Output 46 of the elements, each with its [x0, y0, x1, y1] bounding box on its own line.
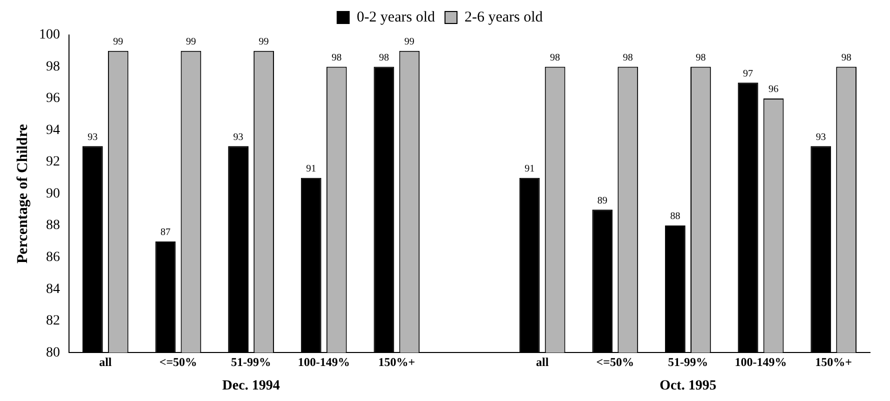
y-tick-label: 90 — [46, 186, 60, 202]
x-tick-label: all — [536, 354, 550, 369]
x-tick-label: 150%+ — [378, 354, 416, 369]
y-tick-label: 94 — [46, 122, 60, 138]
data-label: 99 — [186, 36, 196, 48]
x-tick-label: 51-99% — [231, 354, 272, 369]
data-label: 98 — [332, 52, 342, 64]
data-label: 91 — [306, 164, 316, 175]
y-tick-label: 98 — [46, 59, 60, 74]
data-label: 99 — [404, 36, 414, 48]
y-tick-label: 84 — [46, 282, 60, 297]
data-label: 87 — [160, 227, 170, 238]
data-label: 88 — [670, 211, 680, 222]
data-label: 93 — [816, 132, 826, 143]
x-tick-label: <=50% — [596, 354, 634, 369]
data-label: 98 — [696, 52, 706, 64]
data-label: 96 — [768, 84, 779, 96]
legend-label: 2-6 years old — [464, 9, 544, 26]
text: Dec. 1994 — [222, 378, 280, 394]
x-tick-label: 100-149% — [734, 354, 787, 369]
x-tick-label: 100-149% — [298, 354, 350, 369]
data-label: 89 — [597, 195, 608, 206]
x-tick-label: 150%+ — [815, 354, 852, 369]
data-label: 98 — [378, 52, 389, 64]
y-tick-label: 100 — [39, 28, 60, 43]
data-label: 98 — [622, 52, 633, 64]
data-label: 91 — [524, 164, 535, 175]
data-label: 98 — [550, 52, 560, 64]
data-label: 93 — [88, 132, 98, 143]
y-tick-label: 88 — [46, 218, 60, 234]
data-label: 97 — [743, 68, 754, 80]
x-tick-label: all — [99, 354, 112, 369]
y-tick-label: 82 — [46, 314, 60, 329]
data-label: 93 — [233, 132, 244, 143]
data-label: 98 — [841, 52, 852, 64]
data-label: 99 — [113, 36, 124, 48]
text: Oct. 1995 — [660, 378, 716, 394]
y-tick-label: 86 — [46, 250, 60, 265]
y-tick-label: 96 — [46, 91, 60, 106]
legend-label: 0-2 years old — [356, 9, 436, 26]
x-tick-label: 51-99% — [668, 354, 708, 369]
data-label: 99 — [258, 36, 269, 48]
y-axis-title: Percentage of Childre — [14, 124, 31, 264]
y-tick-label: 92 — [46, 154, 60, 170]
x-tick-label: <=50% — [159, 354, 198, 369]
y-tick-label: 80 — [46, 345, 60, 360]
